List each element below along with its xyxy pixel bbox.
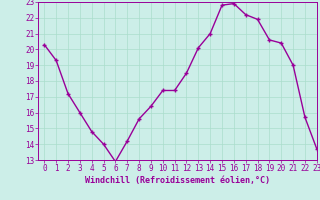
X-axis label: Windchill (Refroidissement éolien,°C): Windchill (Refroidissement éolien,°C) xyxy=(85,176,270,185)
